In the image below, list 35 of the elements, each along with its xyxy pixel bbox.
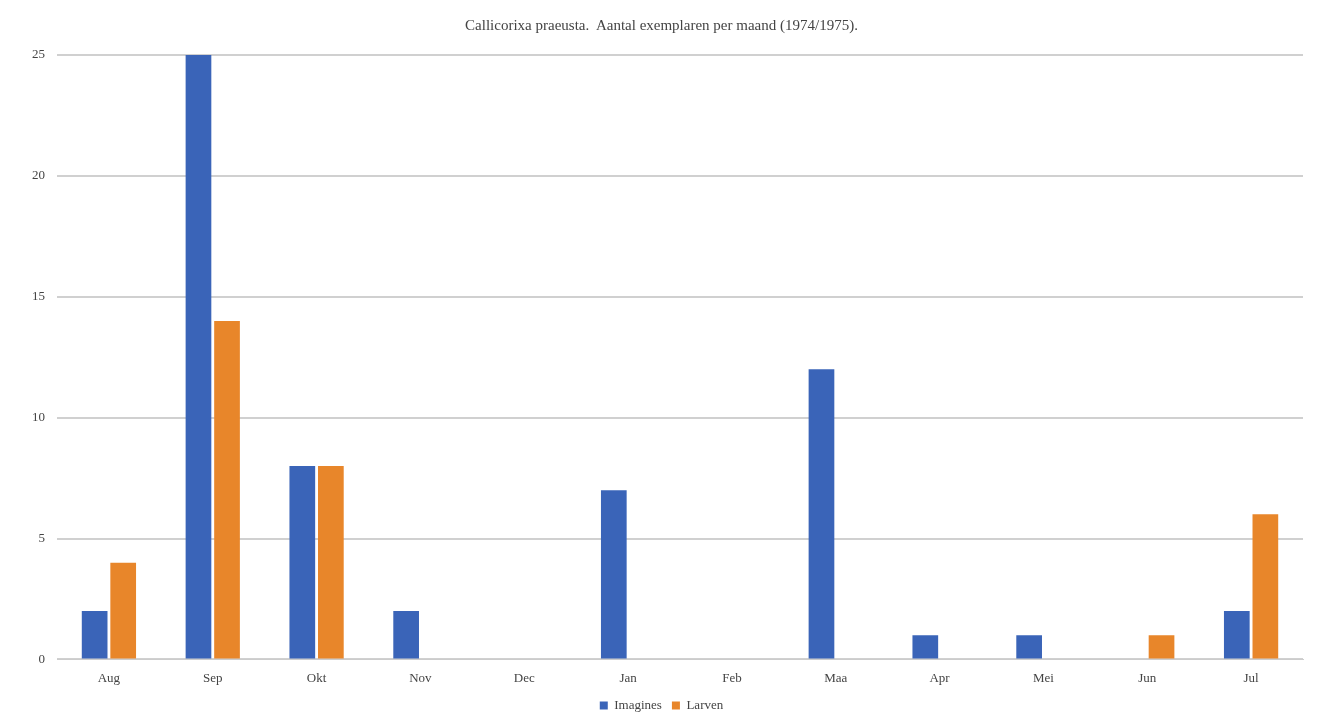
- bar: [318, 465, 344, 659]
- y-tick-label: 10: [32, 409, 45, 425]
- x-tick-label: Maa: [824, 669, 848, 685]
- x-tick-label: Okt: [306, 669, 327, 685]
- legend-label: Imagines: [614, 696, 662, 712]
- x-tick-label: Sep: [203, 669, 223, 685]
- x-tick-label: Aug: [97, 669, 121, 685]
- bar: [1016, 635, 1042, 659]
- bar: [214, 320, 240, 659]
- x-tick-label: Apr: [929, 669, 951, 685]
- bar: [289, 465, 316, 659]
- x-tick-label: Nov: [409, 669, 433, 685]
- y-tick-label: 20: [32, 167, 45, 183]
- bar: [600, 490, 627, 659]
- bar: [81, 611, 108, 659]
- x-tick-label: Dec: [513, 669, 535, 685]
- bar: [912, 635, 939, 659]
- y-tick-label: 25: [32, 46, 45, 62]
- bar: [110, 562, 137, 659]
- bar: [808, 369, 835, 659]
- x-tick-label: Jan: [619, 669, 638, 685]
- x-tick-label: Mei: [1032, 669, 1055, 685]
- bar: [393, 611, 419, 659]
- bar: [1148, 635, 1175, 659]
- bar: [1223, 611, 1250, 659]
- y-tick-label: 0: [38, 650, 45, 666]
- legend-label: Larven: [686, 696, 724, 712]
- chart-title: Callicorixa praeusta. Aantal exemplaren per maand (1974/1975).: [465, 16, 858, 34]
- y-tick-label: 5: [38, 529, 45, 545]
- x-tick-label: Feb: [722, 669, 742, 685]
- bar: [185, 55, 212, 659]
- y-tick-label: 15: [32, 288, 45, 304]
- x-tick-label: Jun: [1138, 669, 1157, 685]
- bar: [1252, 514, 1279, 659]
- x-tick-label: Jul: [1243, 669, 1260, 685]
